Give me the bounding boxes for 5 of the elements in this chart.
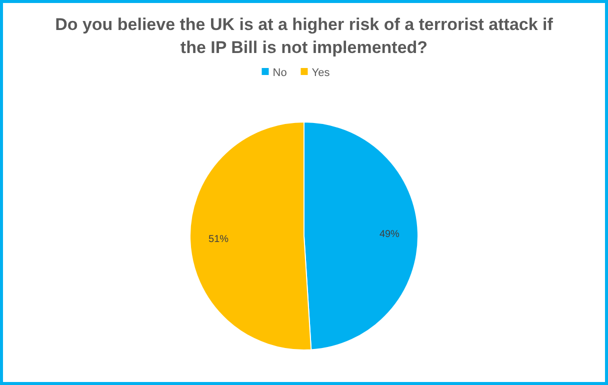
chart-title: Do you believe the UK is at a higher risk of a terrorist attack if the IP Bill is not implemented? [55,15,554,57]
data-label: 49% [379,228,400,240]
legend-label: No [272,66,287,79]
legend-label: Yes [312,66,330,79]
data-label: 51% [208,234,229,246]
